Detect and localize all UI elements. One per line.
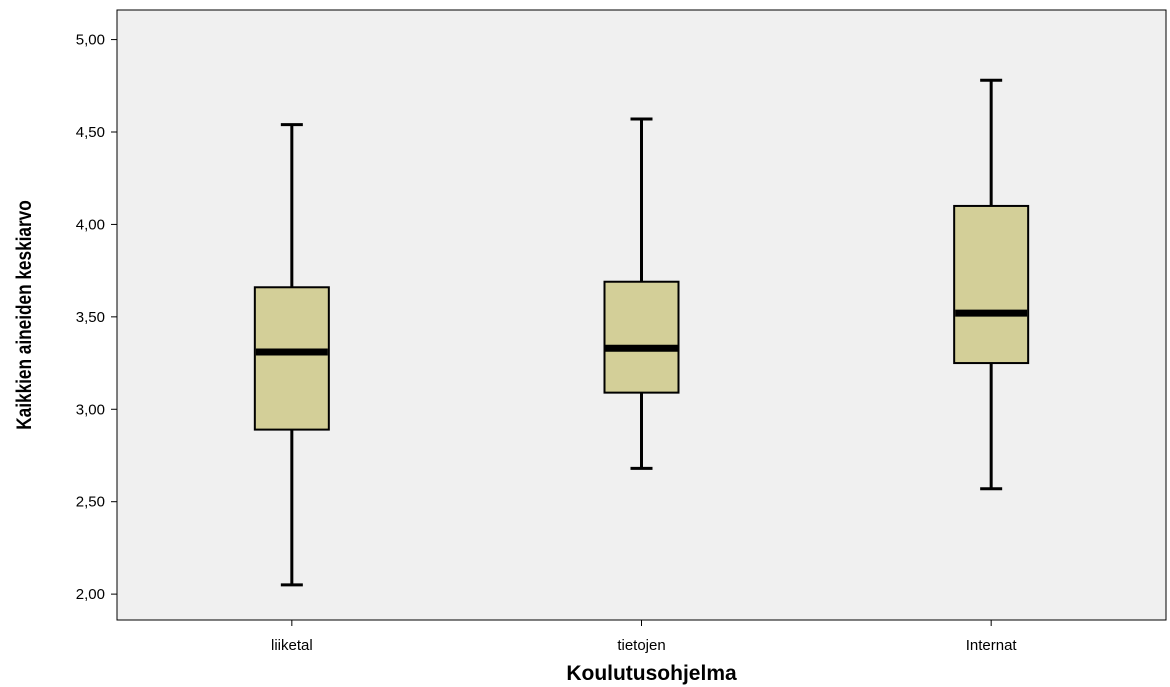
iqr-box <box>253 286 330 431</box>
iqr-box <box>603 280 680 394</box>
x-tick-label: tietojen <box>617 637 665 654</box>
y-tick-label: 4,50 <box>76 124 105 141</box>
y-tick-label: 2,50 <box>76 494 105 511</box>
iqr-box <box>953 204 1030 365</box>
x-axis-title: Koulutusohjelma <box>566 662 737 685</box>
box-liiketal <box>253 123 330 587</box>
y-axis: 2,00 2,50 3,00 3,50 4,00 4,50 5,00 <box>76 32 117 603</box>
box-Internat <box>953 78 1030 491</box>
boxes-group <box>253 78 1030 587</box>
y-tick-label: 3,50 <box>76 309 105 326</box>
x-tick-label: Internat <box>966 637 1018 654</box>
y-axis-title: Kaikkien aineiden keskiarvo <box>14 200 37 430</box>
x-tick-label: liiketal <box>271 637 313 654</box>
y-tick-label: 2,00 <box>76 586 105 603</box>
box-tietojen <box>603 117 680 470</box>
y-tick-label: 5,00 <box>76 32 105 49</box>
y-tick-label: 4,00 <box>76 216 105 233</box>
y-tick-label: 3,00 <box>76 401 105 418</box>
x-axis: liiketal tietojen Internat <box>271 620 1017 654</box>
